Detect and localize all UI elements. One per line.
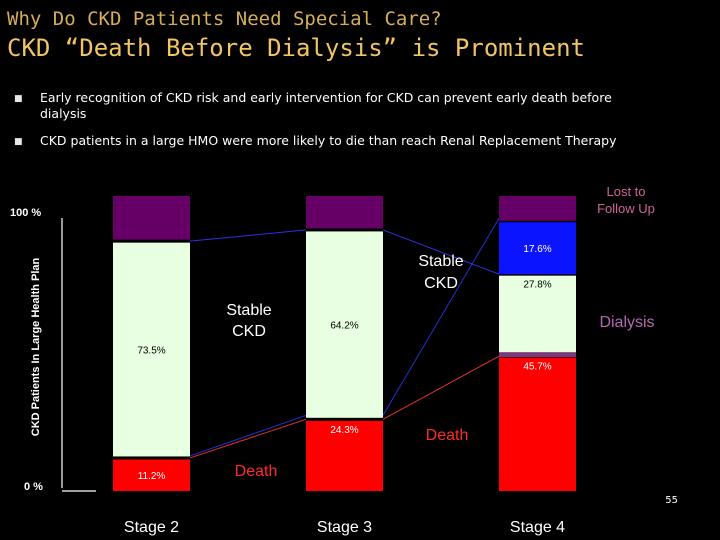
bar-value-label: 27.8%	[523, 280, 551, 291]
bar-value-label: 11.2%	[138, 471, 166, 482]
bar-segment-stable	[499, 275, 576, 355]
y-tick-label: 0 %	[24, 481, 43, 493]
bar-value-label: 73.5%	[137, 346, 165, 357]
y-axis-label: CKD Patients In Large Health Plan	[30, 257, 42, 436]
bar-value-label: 45.7%	[523, 362, 551, 373]
x-tick-label: Stage 4	[510, 519, 565, 536]
annotation-death: Death	[235, 463, 278, 480]
bullet-icon: ■	[14, 94, 23, 104]
page-number: 55	[665, 495, 678, 506]
bar-segment-death	[306, 420, 383, 491]
slide-subtitle: Why Do CKD Patients Need Special Care?	[7, 8, 442, 30]
bar-segment-lost	[499, 196, 576, 221]
slide-title: CKD “Death Before Dialysis” is Prominent	[7, 34, 585, 62]
bullet-icon: ■	[14, 137, 23, 147]
bar-value-label: 17.6%	[523, 244, 551, 255]
annotation-stable-ckd: Stable	[226, 302, 271, 319]
bar-segment-death	[499, 357, 576, 491]
annotation-dialysis: Dialysis	[599, 314, 654, 331]
connector-line-death	[189, 418, 307, 459]
bar-segment-dialysis	[499, 222, 576, 275]
bar-segment-lost	[113, 196, 190, 240]
bar-segment-stable	[306, 231, 383, 418]
bar-value-label: 64.2%	[330, 321, 358, 332]
annotation-lost-to-follow-up: Lost to	[606, 184, 645, 199]
x-tick-label: Stage 2	[124, 519, 179, 536]
bar-value-label: 24.3%	[330, 425, 358, 436]
connector-line	[382, 229, 500, 275]
connector-line	[382, 218, 500, 416]
annotation-stable-ckd: Stable	[418, 253, 463, 270]
y-tick-label: 100 %	[10, 207, 41, 219]
bar-divider	[499, 352, 576, 358]
connector-line	[189, 414, 307, 457]
annotation-stable-ckd: CKD	[424, 275, 458, 292]
bar-segment-lost	[306, 196, 383, 229]
connector-line-death	[382, 355, 500, 420]
connector-line	[189, 229, 307, 242]
annotation-death: Death	[426, 427, 469, 444]
bullet-text: CKD patients in a large HMO were more li…	[40, 133, 617, 148]
annotation-lost-to-follow-up: Follow Up	[597, 201, 655, 216]
annotation-stable-ckd: CKD	[232, 323, 266, 340]
x-tick-label: Stage 3	[317, 519, 372, 536]
bar-segment-stable	[113, 242, 190, 457]
bar-segment-death	[113, 459, 190, 491]
bullet-text: Early recognition of CKD risk and early …	[40, 90, 612, 121]
